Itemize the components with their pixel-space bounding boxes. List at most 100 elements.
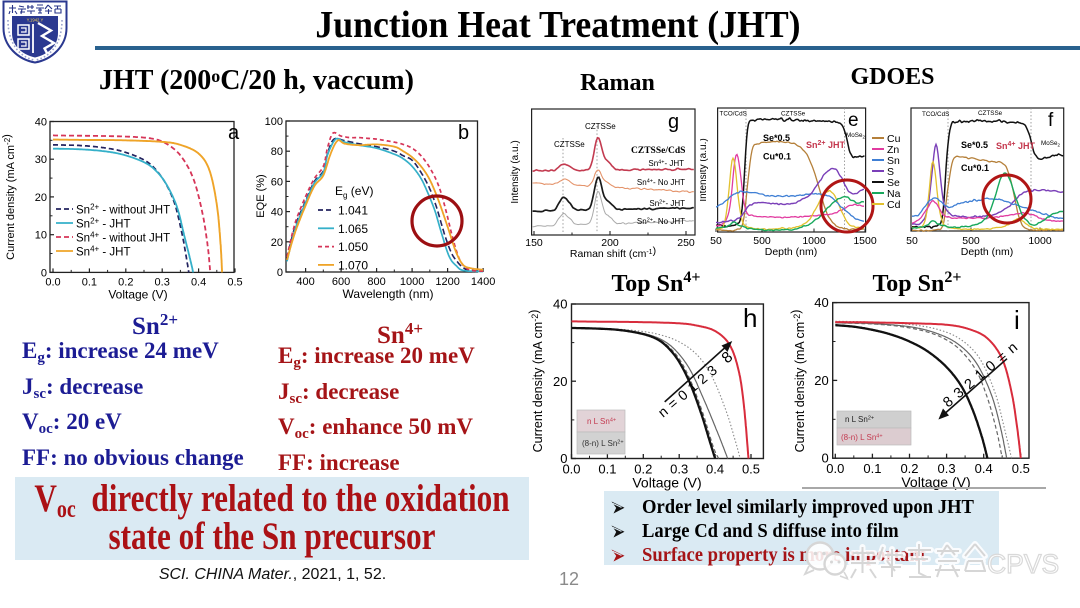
svg-text:S: S (887, 166, 894, 178)
svg-text:Sn2+ - JHT: Sn2+ - JHT (76, 217, 131, 231)
svg-text:f: f (1048, 110, 1054, 131)
svg-text:0: 0 (560, 451, 567, 466)
svg-text:1000: 1000 (1028, 235, 1052, 247)
svg-text:Se: Se (887, 177, 900, 189)
svg-text:Voltage (V): Voltage (V) (632, 475, 701, 491)
svg-text:TCO/CdS: TCO/CdS (720, 111, 747, 118)
svg-text:0.1: 0.1 (863, 461, 881, 476)
svg-text:Sn2+- JHT: Sn2+- JHT (649, 199, 685, 208)
svg-text:Wavelength (nm): Wavelength (nm) (343, 287, 434, 301)
svg-text:1400: 1400 (471, 276, 495, 288)
svg-text:1.070: 1.070 (338, 258, 368, 272)
svg-text:CZTSSe/CdS: CZTSSe/CdS (631, 146, 685, 156)
svg-text:1500: 1500 (853, 235, 877, 247)
svg-text:Raman shift (cm-1): Raman shift (cm-1) (570, 245, 656, 260)
svg-text:0: 0 (821, 451, 828, 466)
svg-text:1000: 1000 (802, 235, 826, 247)
svg-text:EQE (%): EQE (%) (255, 174, 267, 217)
svg-text:i: i (1014, 305, 1020, 335)
svg-text:CZTSSe: CZTSSe (781, 111, 806, 118)
svg-text:40: 40 (814, 295, 828, 310)
svg-text:Y.1942.Y: Y.1942.Y (27, 18, 44, 23)
svg-text:0.3: 0.3 (155, 276, 170, 288)
svg-text:0.0: 0.0 (826, 461, 844, 476)
svg-text:b: b (458, 122, 469, 144)
svg-text:250: 250 (677, 237, 695, 249)
svg-text:MoSe2: MoSe2 (846, 132, 865, 140)
svg-text:10: 10 (35, 230, 47, 242)
svg-text:TCO/CdS: TCO/CdS (922, 111, 949, 118)
svg-text:1200: 1200 (435, 276, 459, 288)
svg-text:40: 40 (553, 297, 567, 312)
svg-text:Sn4+ - JHT: Sn4+ - JHT (76, 245, 131, 259)
svg-text:0.2: 0.2 (118, 276, 133, 288)
svg-text:40: 40 (271, 207, 283, 219)
svg-text:20: 20 (814, 373, 828, 388)
svg-text:Depth (nm): Depth (nm) (765, 246, 818, 258)
svg-text:n L Sn4+: n L Sn4+ (587, 417, 616, 426)
svg-text:40: 40 (35, 117, 47, 129)
svg-text:500: 500 (962, 235, 980, 247)
svg-text:Voltage (V): Voltage (V) (108, 287, 167, 301)
svg-text:0.5: 0.5 (1012, 461, 1030, 476)
svg-text:1.065: 1.065 (338, 222, 368, 236)
svg-text:0: 0 (277, 267, 283, 279)
svg-text:400: 400 (296, 276, 314, 288)
svg-text:0.0: 0.0 (562, 462, 580, 477)
svg-text:Cu: Cu (887, 133, 901, 145)
svg-text:Se*0.5: Se*0.5 (961, 140, 988, 150)
svg-text:1.041: 1.041 (338, 204, 368, 218)
svg-text:Sn: Sn (887, 155, 900, 167)
svg-text:Current density (mA cm-2): Current density (mA cm-2) (1, 134, 17, 260)
svg-text:Zn: Zn (887, 144, 899, 156)
svg-text:Current density (mA cm-2): Current density (mA cm-2) (790, 310, 807, 453)
svg-text:0.0: 0.0 (45, 276, 60, 288)
svg-text:Sn4+ - without JHT: Sn4+ - without JHT (76, 231, 170, 245)
svg-text:Current density (mA cm-2): Current density (mA cm-2) (527, 310, 545, 453)
svg-text:n = 0 1 2 3: n = 0 1 2 3 (655, 362, 721, 421)
svg-text:30: 30 (35, 154, 47, 166)
svg-text:Sn4+ JHT: Sn4+ JHT (996, 141, 1036, 151)
svg-text:20: 20 (553, 374, 567, 389)
svg-text:h: h (743, 303, 757, 333)
svg-text:CZTSSe: CZTSSe (585, 122, 616, 131)
svg-text:Se*0.5: Se*0.5 (763, 133, 790, 143)
svg-text:0.5: 0.5 (227, 276, 242, 288)
svg-text:0.3: 0.3 (938, 461, 956, 476)
svg-text:Sn2+- No JHT: Sn2+- No JHT (637, 217, 685, 226)
svg-text:CZTSSe: CZTSSe (554, 140, 585, 149)
svg-text:100: 100 (265, 116, 283, 128)
svg-text:n L Sn2+: n L Sn2+ (845, 415, 874, 424)
svg-text:Na: Na (887, 188, 901, 200)
svg-text:Intensity (a.u.): Intensity (a.u.) (510, 140, 521, 203)
svg-text:60: 60 (271, 176, 283, 188)
svg-text:0.3: 0.3 (670, 462, 688, 477)
svg-text:g: g (668, 111, 679, 133)
svg-text:0: 0 (41, 267, 47, 279)
svg-text:Voltage (V): Voltage (V) (901, 474, 970, 490)
svg-text:150: 150 (525, 237, 543, 249)
svg-text:0.5: 0.5 (742, 462, 760, 477)
svg-text:0.4: 0.4 (975, 461, 993, 476)
svg-text:0.2: 0.2 (634, 462, 652, 477)
svg-text:0.4: 0.4 (191, 276, 206, 288)
svg-text:1.050: 1.050 (338, 240, 368, 254)
svg-text:CZTSSe: CZTSSe (978, 110, 1003, 117)
svg-text:Sn2+ JHT: Sn2+ JHT (806, 140, 846, 150)
svg-text:a: a (228, 122, 240, 144)
svg-text:0.2: 0.2 (900, 461, 918, 476)
svg-text:20: 20 (271, 237, 283, 249)
svg-text:0.1: 0.1 (82, 276, 97, 288)
svg-text:50: 50 (906, 235, 918, 247)
svg-text:Sn4+- JHT: Sn4+- JHT (648, 159, 684, 168)
svg-text:Cd: Cd (887, 199, 901, 211)
svg-text:CPVS: CPVS (987, 549, 1059, 579)
svg-text:0.4: 0.4 (706, 462, 724, 477)
svg-text:50: 50 (710, 235, 722, 247)
svg-text:Sn4+- No JHT: Sn4+- No JHT (637, 178, 685, 187)
svg-text:80: 80 (271, 146, 283, 158)
svg-text:600: 600 (332, 276, 350, 288)
svg-text:Cu*0.1: Cu*0.1 (961, 163, 989, 173)
svg-text:Sn2+ - without JHT: Sn2+ - without JHT (76, 203, 170, 217)
svg-text:Cu*0.1: Cu*0.1 (763, 152, 791, 162)
